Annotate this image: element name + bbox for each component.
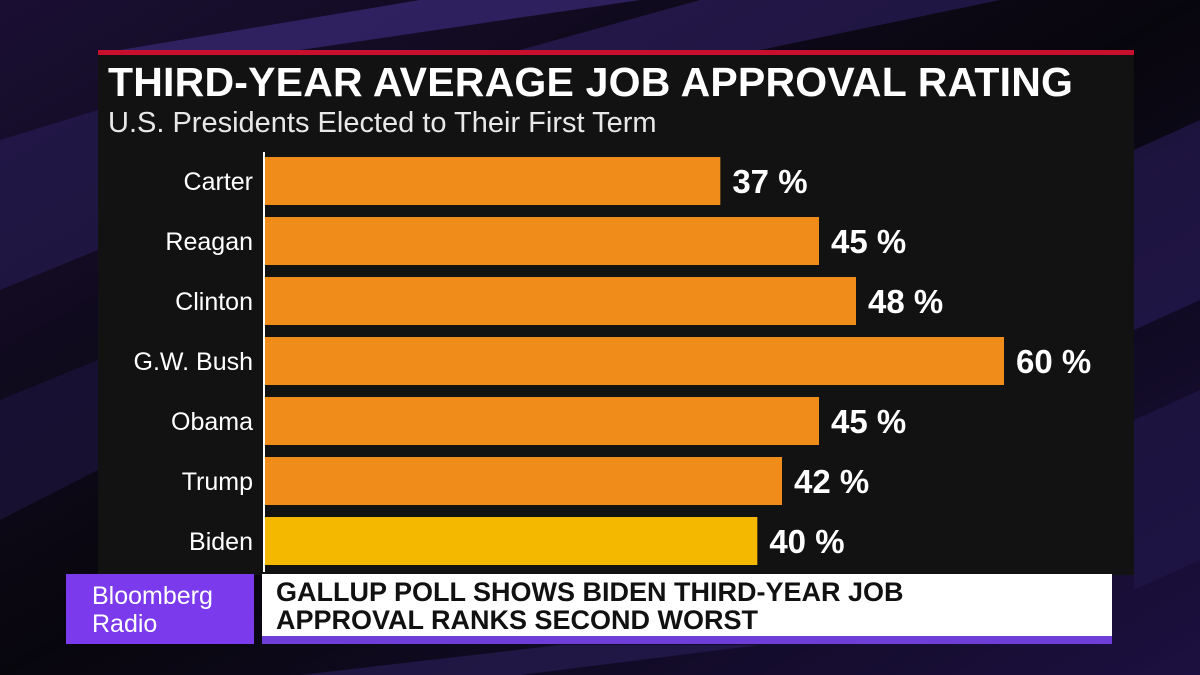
value-label-carter: 37 % bbox=[732, 163, 807, 200]
headline-banner: GALLUP POLL SHOWS BIDEN THIRD-YEAR JOB A… bbox=[262, 574, 1112, 636]
value-label-biden: 40 % bbox=[769, 523, 844, 560]
bar-clinton bbox=[265, 277, 856, 325]
headline-accent-bar bbox=[262, 636, 1112, 644]
value-label-reagan: 45 % bbox=[831, 223, 906, 260]
brand-name: Bloomberg bbox=[92, 582, 213, 610]
chart-title: THIRD-YEAR AVERAGE JOB APPROVAL RATING bbox=[108, 59, 1074, 105]
panel-accent-line bbox=[98, 50, 1134, 55]
bar-obama bbox=[265, 397, 819, 445]
chart-subtitle: U.S. Presidents Elected to Their First T… bbox=[108, 107, 657, 139]
category-label-clinton: Clinton bbox=[175, 288, 253, 316]
category-label-obama: Obama bbox=[171, 408, 253, 436]
brand-badge: Bloomberg Radio bbox=[66, 574, 254, 644]
value-label-clinton: 48 % bbox=[868, 283, 943, 320]
brand-channel: Radio bbox=[92, 610, 158, 638]
category-label-biden: Biden bbox=[189, 528, 253, 556]
value-label-trump: 42 % bbox=[794, 463, 869, 500]
bar-carter bbox=[265, 157, 721, 205]
headline-text-line-1: GALLUP POLL SHOWS BIDEN THIRD-YEAR JOB bbox=[276, 577, 904, 607]
category-label-trump: Trump bbox=[182, 468, 253, 496]
bar-g-w-bush bbox=[265, 337, 1004, 385]
category-label-g-w-bush: G.W. Bush bbox=[134, 348, 253, 376]
value-label-obama: 45 % bbox=[831, 403, 906, 440]
bar-biden bbox=[265, 517, 758, 565]
bar-trump bbox=[265, 457, 782, 505]
headline-text-line-2: APPROVAL RANKS SECOND WORST bbox=[276, 605, 759, 635]
category-label-reagan: Reagan bbox=[165, 228, 253, 256]
bar-reagan bbox=[265, 217, 819, 265]
category-label-carter: Carter bbox=[184, 168, 253, 196]
value-label-g-w-bush: 60 % bbox=[1016, 343, 1091, 380]
